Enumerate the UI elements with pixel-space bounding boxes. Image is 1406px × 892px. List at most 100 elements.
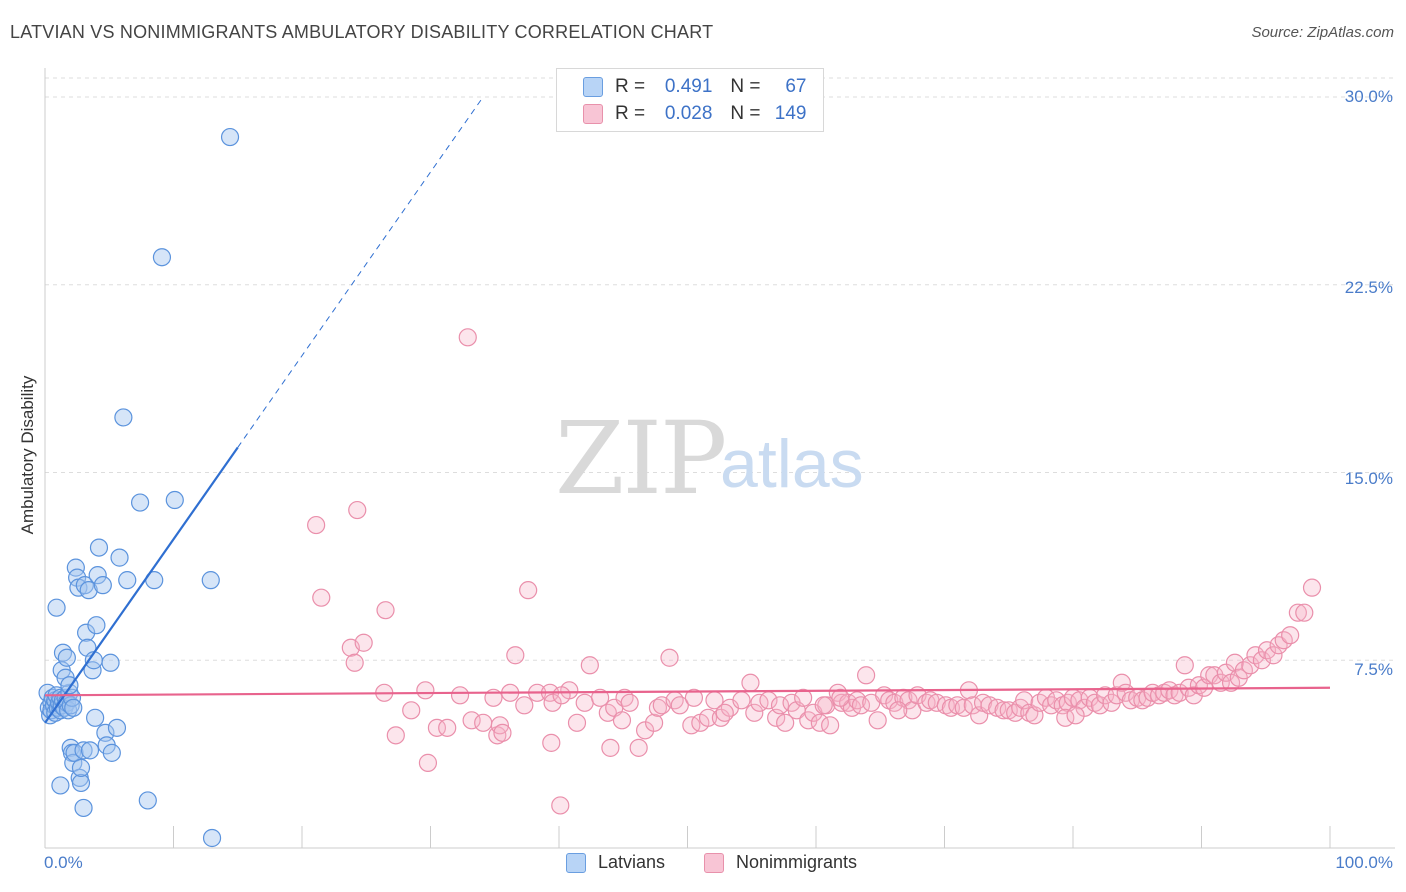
latvians-point [93, 576, 112, 595]
nonimmigrants-point [831, 688, 850, 707]
nonimmigrants-point [580, 656, 599, 675]
latvians-r-value: 0.491 [664, 76, 713, 97]
nonimmigrants-point [462, 711, 481, 730]
latvians-point [202, 828, 222, 848]
nonimmigrants-point [515, 696, 534, 715]
latvians-legend-swatch-icon [566, 852, 586, 873]
watermark-atlas: atlas [720, 426, 864, 502]
nonimmigrants-point [348, 500, 367, 520]
latvians-point [110, 548, 129, 567]
nonimmigrants-point [889, 701, 908, 720]
latvians-point [152, 248, 172, 267]
nonimmigrants-point [418, 753, 438, 772]
legend-row-nonimmigrants: R = 0.028 N = 149 [583, 102, 807, 126]
nonimmigrants-swatch-icon [583, 104, 603, 124]
nonimmigrants-point [1112, 673, 1131, 692]
latvians-point [118, 571, 137, 590]
latvians-point [74, 741, 93, 760]
latvians-point [88, 566, 107, 585]
nonimmigrants-point [794, 688, 813, 707]
nonimmigrants-point [575, 693, 594, 712]
legend-row-latvians: R = 0.491 N = 67 [583, 75, 807, 99]
nonimmigrants-point [438, 718, 457, 737]
nonimmigrants-point [519, 581, 538, 600]
nonimmigrants-point [1302, 578, 1322, 597]
y-tick-label: 30.0% [1344, 87, 1393, 106]
nonimmigrants-point [567, 713, 587, 732]
latvians-point [80, 741, 100, 760]
nonimmigrants-point [745, 703, 764, 722]
latvians-point [71, 758, 91, 777]
nonimmigrants-point [601, 738, 620, 757]
bottom-legend-latvians: Latvians [566, 852, 665, 873]
nonimmigrants-point [402, 701, 421, 720]
nonimmigrants-point [770, 696, 790, 715]
latvians-swatch-icon [583, 77, 603, 97]
nonimmigrants-point [629, 738, 648, 757]
latvians-point [79, 581, 98, 600]
latvians-point [130, 493, 150, 512]
nonimmigrants-point [506, 646, 525, 665]
stats-legend: R = 0.491 N = 67 R = 0.028 N = 149 [556, 68, 824, 132]
nonimmigrants-point [312, 588, 331, 607]
latvians-point [74, 798, 93, 818]
r-label: R = [615, 103, 646, 124]
nonimmigrants-point [345, 653, 364, 672]
source-label: Source: ZipAtlas.com [1251, 24, 1394, 41]
latvians-point [71, 773, 91, 793]
latvians-point [165, 490, 184, 510]
latvians-point [107, 718, 127, 737]
latvians-point [89, 538, 109, 557]
nonimmigrants-point [684, 688, 704, 707]
nonimmigrants-point [458, 328, 477, 347]
nonimmigrants-point [551, 796, 570, 815]
nonimmigrants-point [880, 691, 899, 710]
n-label: N = [730, 103, 761, 124]
bottom-legend-nonimmigrants: Nonimmigrants [704, 852, 857, 873]
nonimmigrants-trend-line [44, 686, 1331, 697]
latvians-point [47, 598, 66, 617]
nonimmigrants-point [615, 688, 634, 707]
chart-title: LATVIAN VS NONIMMIGRANTS AMBULATORY DISA… [10, 22, 714, 42]
nonimmigrants-legend-swatch-icon [704, 852, 724, 873]
nonimmigrants-point [386, 726, 405, 745]
nonimmigrants-point [1006, 703, 1025, 722]
latvians-point [64, 698, 83, 717]
nonimmigrants-point [1165, 686, 1184, 705]
latvians-trend-line [44, 446, 239, 724]
nonimmigrants-point [1211, 673, 1230, 692]
nonimmigrants-point [552, 686, 571, 705]
nonimmigrants-point [1288, 603, 1307, 622]
nonimmigrants-point [493, 723, 512, 742]
watermark-zip: ZIP [555, 400, 727, 517]
nonimmigrants-point [1252, 651, 1271, 670]
nonimmigrants-point [660, 648, 679, 667]
nonimmigrants-point [1281, 626, 1300, 645]
nonimmigrants-point [427, 718, 447, 737]
nonimmigrants-point [1269, 636, 1288, 655]
r-label: R = [615, 76, 646, 97]
nonimmigrants-point [814, 696, 833, 715]
nonimmigrants-point [1090, 696, 1110, 715]
n-label: N = [730, 76, 761, 97]
latvians-point [220, 127, 240, 147]
latvians-point [77, 623, 96, 642]
nonimmigrants-point [821, 716, 840, 735]
latvians-trend-extension [237, 98, 483, 448]
nonimmigrants-point [1205, 666, 1224, 685]
nonimmigrants-point [376, 601, 395, 620]
nonimmigrants-point [416, 681, 435, 700]
nonimmigrants-point [542, 733, 561, 752]
nonimmigrants-point [1066, 706, 1085, 725]
nonimmigrants-point [1241, 656, 1260, 675]
nonimmigrants-point [1295, 603, 1314, 622]
latvians-point [101, 653, 120, 672]
nonimmigrants-r-value: 0.028 [664, 103, 713, 124]
nonimmigrants-point [857, 666, 876, 685]
y-tick-label: 22.5% [1344, 278, 1393, 297]
nonimmigrants-point [868, 711, 887, 730]
y-axis-label: Ambulatory Disability [18, 375, 37, 535]
nonimmigrants-point [354, 633, 373, 652]
nonimmigrants-point [741, 673, 760, 692]
x-tick-label-min: 0.0% [44, 853, 83, 872]
